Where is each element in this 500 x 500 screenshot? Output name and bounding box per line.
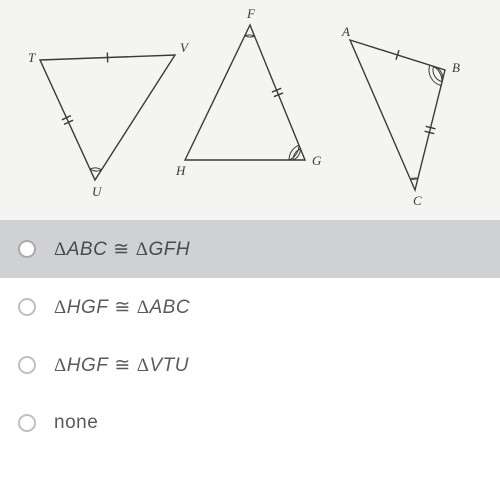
radio-icon[interactable] <box>18 240 36 258</box>
svg-text:T: T <box>28 50 36 65</box>
svg-text:U: U <box>92 184 103 199</box>
option-label: ΔHGF≅ΔABC <box>54 296 190 319</box>
svg-text:V: V <box>180 40 190 55</box>
triangle-diagram: T V U F G H A B C <box>0 0 500 220</box>
option-label: none <box>54 412 98 434</box>
svg-text:G: G <box>312 153 322 168</box>
svg-text:A: A <box>341 24 350 39</box>
option-2[interactable]: ΔHGF≅ΔVTU <box>0 336 500 394</box>
option-3[interactable]: none <box>0 394 500 452</box>
svg-text:F: F <box>246 6 256 21</box>
option-1[interactable]: ΔHGF≅ΔABC <box>0 278 500 336</box>
svg-text:C: C <box>413 193 422 208</box>
radio-icon[interactable] <box>18 298 36 316</box>
answer-options: ΔABC≅ΔGFH ΔHGF≅ΔABC ΔHGF≅ΔVTU none <box>0 220 500 452</box>
option-0[interactable]: ΔABC≅ΔGFH <box>0 220 500 278</box>
svg-text:B: B <box>452 60 460 75</box>
option-label: ΔABC≅ΔGFH <box>54 238 190 261</box>
radio-icon[interactable] <box>18 414 36 432</box>
svg-text:H: H <box>175 163 186 178</box>
radio-icon[interactable] <box>18 356 36 374</box>
option-label: ΔHGF≅ΔVTU <box>54 354 189 377</box>
